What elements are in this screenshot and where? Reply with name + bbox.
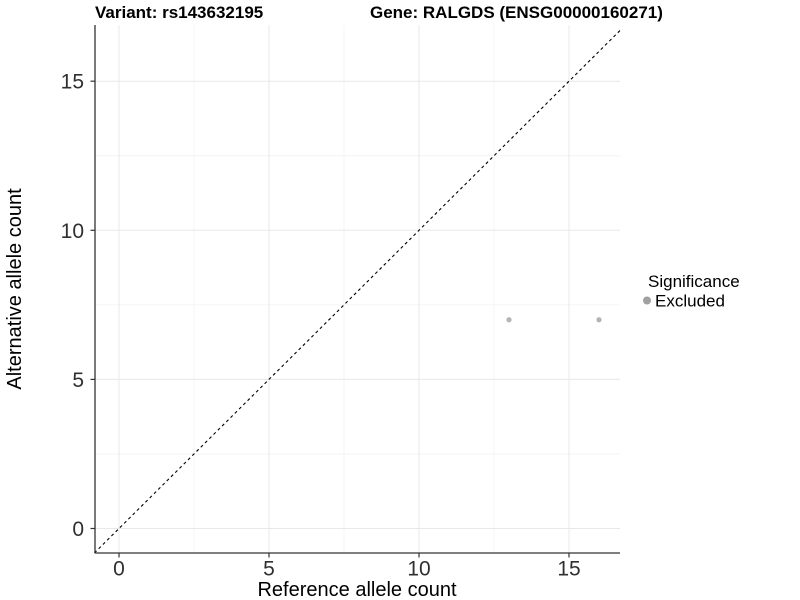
y-tick-label: 10 [61,220,84,243]
y-tick-label: 15 [61,71,84,94]
points-layer [506,317,602,323]
plot-panel [95,25,620,553]
x-tick-label: 15 [557,558,580,581]
x-tick-label: 0 [113,558,125,581]
legend-key-excluded-icon [643,296,651,305]
x-tick-label: 5 [263,558,275,581]
grid-minor-layer [95,25,620,553]
legend-label-excluded: Excluded [655,292,725,311]
data-point [506,317,512,323]
plot-title-variant: Variant: rs143632195 [95,3,263,22]
grid-major-layer [95,25,620,553]
y-tick-label: 0 [72,518,84,541]
y-axis-title: Alternative allele count [4,188,26,390]
tick-layer: 0 5 10 15 0 5 10 15 [61,71,581,581]
legend: Significance Excluded [643,272,740,311]
plot-title-gene: Gene: RALGDS (ENSG00000160271) [370,3,663,22]
data-point [596,317,602,323]
legend-title: Significance [648,272,740,291]
x-tick-label: 10 [407,558,430,581]
x-axis-title: Reference allele count [257,579,456,600]
y-tick-label: 5 [72,369,84,392]
